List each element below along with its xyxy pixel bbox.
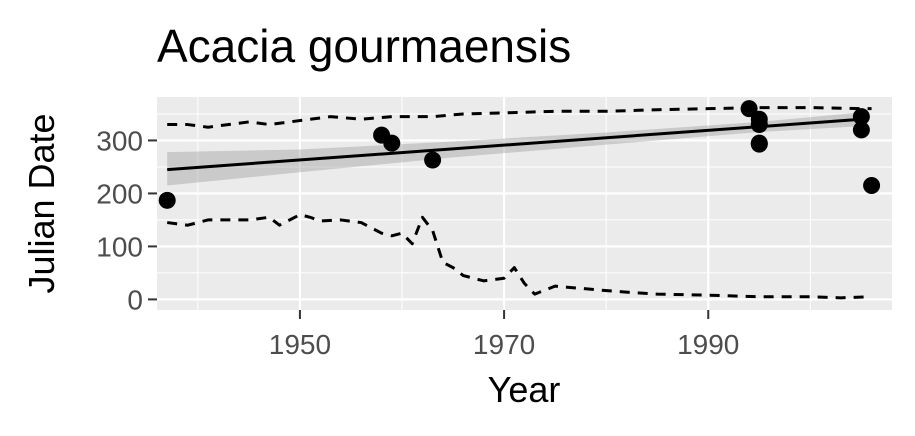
data-point: [740, 100, 758, 118]
data-point: [852, 108, 870, 126]
data-points-layer: [158, 100, 881, 209]
dashed-upper-line: [167, 106, 872, 129]
x-tick-label: 1950: [269, 329, 331, 360]
data-point: [424, 151, 442, 169]
y-tick-label: 0: [127, 284, 143, 315]
data-point: [750, 135, 768, 153]
data-point: [750, 116, 768, 134]
y-tick-label: 100: [96, 231, 143, 262]
data-point: [863, 176, 881, 194]
x-axis-ticks: 1950 1970 1990: [269, 310, 739, 360]
x-tick-label: 1990: [677, 329, 739, 360]
plot-panel: [157, 97, 892, 310]
y-axis-title: Julian Date: [21, 113, 62, 293]
data-point: [158, 191, 176, 209]
grid-lines: [157, 97, 892, 310]
y-tick-label: 300: [96, 125, 143, 156]
trend-line: [167, 117, 862, 172]
x-axis-title: Year: [488, 369, 561, 410]
data-point: [852, 121, 870, 139]
series-lines-layer: [167, 106, 872, 300]
x-tick-label: 1970: [473, 329, 535, 360]
y-tick-label: 200: [96, 178, 143, 209]
y-axis-ticks: 0 100 200 300: [96, 125, 157, 315]
dashed-lower-line: [167, 213, 872, 300]
chart-title: Acacia gourmaensis: [157, 20, 571, 72]
data-point: [383, 134, 401, 152]
